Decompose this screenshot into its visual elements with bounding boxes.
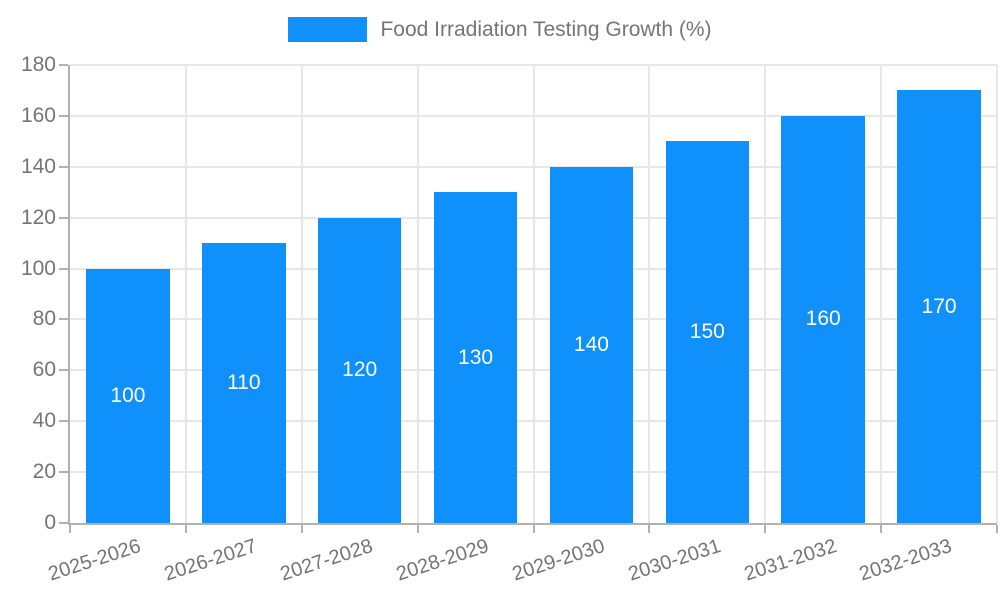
y-axis-tick-label: 100 xyxy=(20,256,56,280)
bar-value-label: 150 xyxy=(689,320,725,344)
x-axis-label: 2025-2026 xyxy=(45,535,144,586)
y-axis-tick xyxy=(59,64,68,66)
y-axis-tick xyxy=(59,318,68,321)
bar-value-label: 140 xyxy=(573,332,609,356)
gridline-vertical xyxy=(764,65,767,523)
gridline-vertical xyxy=(416,65,419,523)
legend-swatch xyxy=(288,17,368,42)
bar: 150 xyxy=(665,141,750,523)
x-axis-tick xyxy=(300,525,303,533)
gridline-vertical xyxy=(880,65,883,523)
legend: Food Irradiation Testing Growth (%) xyxy=(0,17,1000,42)
y-axis-tick xyxy=(59,369,68,372)
plot-area: 0 20 40 60 80 100 120 140 160 180 100 2025-2026 110 2… xyxy=(21,53,998,585)
y-axis-tick xyxy=(59,522,68,524)
bar: 170 xyxy=(897,90,981,523)
bar: 110 xyxy=(202,243,286,523)
y-axis-tick xyxy=(59,216,68,219)
x-axis-tick xyxy=(184,525,187,533)
bar: 130 xyxy=(433,192,518,523)
x-axis-label: 2027-2028 xyxy=(277,535,376,586)
bar-value-label: 110 xyxy=(227,371,261,395)
x-axis-tick xyxy=(416,525,419,533)
x-axis-tick xyxy=(648,525,651,533)
y-axis-tick xyxy=(59,267,68,270)
x-axis-tick xyxy=(996,525,998,533)
y-axis-tick-label: 160 xyxy=(20,103,56,127)
legend-label: Food Irradiation Testing Growth (%) xyxy=(380,17,712,41)
x-axis-label: 2026-2027 xyxy=(161,535,260,586)
bar: 140 xyxy=(549,166,634,523)
x-axis-tick xyxy=(532,525,535,533)
bar: 160 xyxy=(781,115,865,523)
y-axis-tick-label: 20 xyxy=(32,460,56,484)
gridline-vertical xyxy=(996,65,998,523)
x-axis-tick xyxy=(764,525,767,533)
gridline-vertical xyxy=(184,65,187,523)
y-axis-tick-label: 120 xyxy=(20,205,56,229)
bar-value-label: 100 xyxy=(110,383,146,407)
bar-value-label: 170 xyxy=(921,294,957,318)
x-axis-label: 2028-2029 xyxy=(393,535,492,586)
y-axis-tick-label: 180 xyxy=(20,53,56,76)
x-axis-label: 2029-2030 xyxy=(509,535,608,586)
bar-value-label: 160 xyxy=(805,307,841,331)
y-axis-tick-label: 60 xyxy=(32,358,56,382)
y-axis-tick xyxy=(59,420,68,423)
y-axis-tick-label: 0 xyxy=(44,511,56,534)
y-axis-tick-label: 40 xyxy=(32,409,56,433)
y-axis-tick xyxy=(59,165,68,168)
gridline-vertical xyxy=(648,65,651,523)
gridline-vertical xyxy=(532,65,535,523)
bar-value-label: 130 xyxy=(458,345,494,369)
x-axis-label: 2031-2032 xyxy=(741,535,839,586)
bar: 100 xyxy=(86,268,170,523)
x-axis-label: 2032-2033 xyxy=(857,535,955,586)
y-axis-tick xyxy=(59,471,68,474)
bar: 120 xyxy=(317,217,402,523)
bar-value-label: 120 xyxy=(342,358,378,382)
gridline-vertical xyxy=(300,65,303,523)
x-axis-tick xyxy=(69,525,71,533)
x-axis-label: 2030-2031 xyxy=(625,535,724,586)
y-axis-tick-label: 140 xyxy=(20,154,56,178)
y-axis-tick xyxy=(59,114,68,117)
x-axis-tick xyxy=(880,525,883,533)
y-axis-tick-label: 80 xyxy=(32,307,56,331)
